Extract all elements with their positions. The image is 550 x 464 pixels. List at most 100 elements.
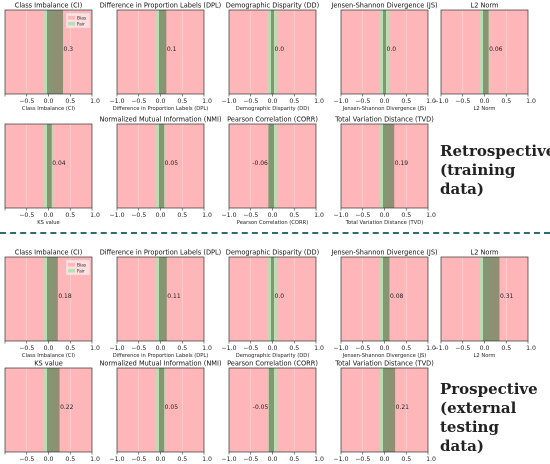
subplot-title: Normalized Mutual Information (NMI) (99, 360, 221, 368)
subplot-title: Pearson Correlation (CORR) (227, 360, 318, 368)
legend-label-fair: Fair (77, 22, 85, 28)
x-tick-label: 0.5 (401, 345, 411, 352)
x-axis-label: Difference in Proportion Labels (DPL) (113, 106, 209, 112)
x-tick-label: 0.0 (44, 345, 54, 352)
subplot-title: Pearson Correlation (CORR) (227, 116, 318, 124)
x-tick-label: 1.0 (202, 345, 212, 352)
x-tick-label: 0.5 (177, 456, 187, 463)
x-axis-label: KS value (37, 220, 60, 226)
data-label: 0.19 (395, 160, 409, 167)
x-tick-label: 0.0 (44, 212, 54, 219)
x-tick-label: −1.0 (221, 212, 236, 219)
subplot-title: Jensen-Shannon Divergence (JS) (330, 249, 437, 257)
x-tick-label: 0.5 (65, 345, 75, 352)
x-tick-label: −0.5 (131, 345, 146, 352)
value-bar (159, 257, 167, 341)
x-tick-label: −0.5 (19, 345, 34, 352)
legend-swatch-fair (68, 269, 75, 273)
x-tick-label: 1.0 (426, 345, 436, 352)
subplot-title: Difference in Proportion Labels (DPL) (100, 2, 222, 10)
x-tick-label: −0.5 (243, 345, 258, 352)
x-tick-label: 0.5 (289, 98, 299, 105)
x-tick-label: 0.0 (268, 98, 278, 105)
x-tick-label: 1.0 (202, 212, 212, 219)
data-label: 0.05 (165, 404, 179, 411)
data-label: 0.04 (52, 160, 66, 167)
x-tick-label: −0.5 (131, 98, 146, 105)
x-axis-label: Class Imbalance (CI) (22, 353, 75, 359)
value-bar (271, 10, 274, 94)
subplot-title: Demographic Disparity (DD) (226, 2, 319, 10)
x-tick-label: 1.0 (314, 345, 324, 352)
x-tick-label: 1.0 (526, 345, 536, 352)
legend-swatch-bias (68, 16, 75, 20)
value-bar (483, 10, 489, 94)
x-tick-label: 0.0 (480, 345, 490, 352)
x-tick-label: 1.0 (314, 212, 324, 219)
x-tick-label: 0.5 (289, 345, 299, 352)
section-divider (0, 232, 550, 234)
value-bar (383, 368, 396, 452)
x-tick-label: 0.5 (177, 98, 187, 105)
data-label: 0.21 (396, 404, 410, 411)
subplot-title: L2 Norm (471, 2, 499, 10)
x-tick-label: 0.0 (156, 345, 166, 352)
x-tick-label: 0.0 (156, 98, 166, 105)
x-tick-label: 0.0 (380, 212, 390, 219)
x-tick-label: 1.0 (426, 212, 436, 219)
data-label: -0.06 (252, 160, 268, 167)
x-tick-label: 0.5 (401, 98, 411, 105)
value-bar (159, 124, 165, 208)
value-bar (159, 10, 167, 94)
subplot-title: KS value (34, 360, 63, 368)
x-tick-label: −1.0 (333, 212, 348, 219)
value-bar (47, 10, 64, 94)
subplot-title: Class Imbalance (CI) (15, 2, 83, 10)
x-tick-label: −1.0 (109, 212, 124, 219)
value-bar (47, 368, 60, 452)
value-bar (268, 124, 274, 208)
retrospective-section-label: Retrospective (training data) (440, 142, 550, 198)
x-tick-label: −0.5 (355, 98, 370, 105)
data-label: 0.22 (60, 404, 74, 411)
x-tick-label: 0.5 (65, 98, 75, 105)
value-bar (383, 124, 395, 208)
x-tick-label: −0.5 (243, 456, 258, 463)
data-label: 0.05 (165, 160, 179, 167)
x-tick-label: 0.5 (65, 456, 75, 463)
prospective-section-label: Prospective (external testing data) (440, 380, 538, 455)
x-axis-label: Jensen-Shannon Divergence (JS) (342, 353, 427, 359)
x-tick-label: 0.5 (401, 212, 411, 219)
x-tick-label: 0.5 (289, 456, 299, 463)
x-tick-label: 0.0 (380, 98, 390, 105)
x-tick-label: −1.0 (433, 345, 448, 352)
data-label: 0.0 (387, 46, 397, 53)
legend-swatch-bias (68, 263, 75, 267)
data-label: 0.06 (489, 46, 503, 53)
x-tick-label: 1.0 (426, 98, 436, 105)
x-tick-label: 0.5 (177, 212, 187, 219)
x-tick-label: 0.0 (44, 456, 54, 463)
subplot-title: Normalized Mutual Information (NMI) (99, 116, 221, 124)
x-axis-label: Total Variation Distance (TVD) (345, 220, 424, 226)
value-bar (159, 368, 165, 452)
x-tick-label: −0.5 (19, 98, 34, 105)
data-label: 0.3 (64, 46, 74, 53)
x-tick-label: 1.0 (90, 98, 100, 105)
data-label: 0.31 (500, 293, 514, 300)
x-tick-label: 1.0 (314, 98, 324, 105)
x-tick-label: −1.0 (433, 98, 448, 105)
value-bar (47, 257, 58, 341)
subplot-title: Demographic Disparity (DD) (226, 249, 319, 257)
x-tick-label: −1.0 (109, 345, 124, 352)
x-tick-label: 0.0 (44, 98, 54, 105)
x-tick-label: −0.5 (455, 345, 470, 352)
x-tick-label: −1.0 (221, 345, 236, 352)
x-tick-label: −1.0 (333, 456, 348, 463)
x-tick-label: −1.0 (221, 98, 236, 105)
x-tick-label: −1.0 (333, 98, 348, 105)
subplot-title: Total Variation Distance (TVD) (334, 360, 434, 368)
x-tick-label: 1.0 (426, 456, 436, 463)
x-tick-label: −0.5 (455, 98, 470, 105)
